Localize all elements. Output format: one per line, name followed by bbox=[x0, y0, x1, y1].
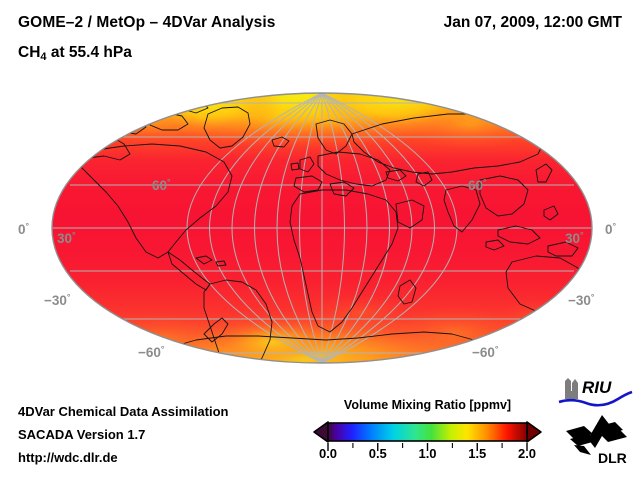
lat-label-60n-right: 60° bbox=[468, 177, 487, 193]
lat-label-60s-left: −60° bbox=[138, 344, 165, 360]
dlr-mark-icon bbox=[566, 415, 627, 455]
wave-icon bbox=[558, 390, 633, 407]
species-subscript: 4 bbox=[40, 51, 47, 63]
globe-outline bbox=[51, 92, 593, 364]
pressure-level-label: at 55.4 hPa bbox=[46, 44, 132, 61]
riu-wordmark: RIU bbox=[582, 378, 612, 397]
dlr-wordmark: DLR bbox=[598, 450, 627, 466]
species-label: CH bbox=[18, 44, 41, 61]
colorbar-tick-label-2: 1.0 bbox=[418, 446, 437, 461]
colorbar-tick-label-4: 2.0 bbox=[517, 446, 537, 461]
lat-label-60s-right: −60° bbox=[472, 344, 499, 360]
graticule bbox=[52, 93, 592, 363]
page-subtitle: CH4 at 55.4 hPa bbox=[18, 44, 132, 63]
colorbar-scale bbox=[313, 421, 542, 451]
colorbar-minor-ticks bbox=[352, 443, 503, 448]
colorbar-tick-label-0: 0.0 bbox=[318, 446, 338, 461]
footer-line-url[interactable]: http://wdc.dlr.de bbox=[18, 450, 118, 465]
colorbar-under-arrow bbox=[313, 421, 329, 443]
colorbar: Volume Mixing Ratio [ppmv] bbox=[310, 398, 545, 468]
lat-label-30n-right: 30° bbox=[565, 230, 584, 246]
lat-label-60n-left: 60° bbox=[152, 177, 171, 193]
footer-text-block: 4DVar Chemical Data Assimilation SACADA … bbox=[18, 400, 229, 469]
map-panel: 60° 30° 0° −30° −60° 60° 30° 0° −30° −60… bbox=[0, 80, 640, 380]
lat-label-0-left: 0° bbox=[18, 221, 30, 237]
map-data-layer bbox=[52, 93, 592, 363]
colorbar-ticks bbox=[327, 443, 528, 451]
lat-label-30s-right: −30° bbox=[568, 292, 595, 308]
coastlines bbox=[61, 101, 592, 363]
lat-label-0-right: 0° bbox=[605, 221, 617, 237]
colorbar-tick-label-1: 0.5 bbox=[368, 446, 387, 461]
colorbar-title: Volume Mixing Ratio [ppmv] bbox=[343, 398, 512, 412]
timestamp-label: Jan 07, 2009, 12:00 GMT bbox=[443, 14, 622, 31]
lat-label-30s-left: −30° bbox=[44, 292, 71, 308]
colorbar-tick-label-3: 1.5 bbox=[468, 446, 487, 461]
riu-logo: RIU bbox=[558, 378, 633, 407]
cathedral-icon bbox=[565, 378, 578, 399]
mollweide-map bbox=[51, 92, 593, 364]
colorbar-gradient bbox=[327, 422, 528, 442]
dlr-logo: DLR bbox=[566, 415, 627, 466]
page-title: GOME–2 / MetOp – 4DVar Analysis bbox=[18, 14, 276, 31]
footer-line-assimilation: 4DVar Chemical Data Assimilation bbox=[18, 404, 229, 419]
footer-line-version: SACADA Version 1.7 bbox=[18, 427, 146, 442]
lat-label-30n-left: 30° bbox=[57, 230, 76, 246]
colorbar-over-arrow bbox=[526, 421, 542, 443]
